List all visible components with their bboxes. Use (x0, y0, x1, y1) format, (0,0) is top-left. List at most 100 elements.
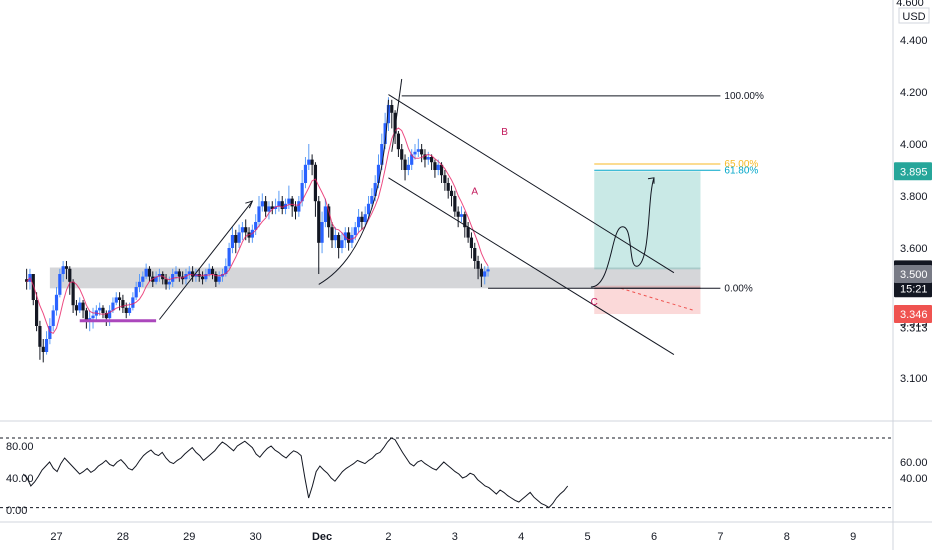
candle (390, 99, 394, 129)
candle-body (410, 154, 414, 165)
candle (313, 162, 318, 217)
fib-label: 61.80% (724, 165, 758, 176)
candle-body (473, 248, 477, 261)
candle-body (273, 206, 278, 209)
candle (51, 305, 55, 332)
wave-label: B (501, 127, 508, 138)
candle (363, 206, 367, 228)
candle (84, 307, 88, 329)
candle-body (210, 268, 215, 274)
candle (290, 196, 294, 217)
candle-body (54, 294, 59, 311)
wave-label: A (471, 187, 478, 198)
time-tick: 4 (518, 531, 524, 543)
candle-body (267, 206, 271, 212)
fibonacci-levels: 100.00% 65.00%61.80% 0.00% (401, 91, 764, 294)
candle-body (449, 190, 454, 196)
rsi-line (22, 437, 569, 509)
candle (81, 300, 85, 319)
candle (210, 266, 215, 280)
candle-body (363, 214, 367, 222)
candle-body (360, 216, 364, 222)
candle-body (290, 198, 294, 207)
candle-body (121, 300, 125, 308)
candle-body (177, 271, 181, 277)
candle-body (340, 240, 344, 248)
candle (38, 320, 42, 360)
candle (433, 159, 437, 178)
candle-body (114, 297, 118, 303)
candle-body (58, 274, 62, 295)
candle-body (463, 214, 467, 228)
candle-body (486, 269, 490, 272)
candle-body (393, 112, 397, 134)
candle (426, 151, 430, 165)
stop-zone (594, 285, 701, 315)
candle (187, 266, 191, 280)
candle (254, 214, 258, 235)
candle-body (51, 310, 55, 326)
candle (267, 201, 271, 220)
candle-body (469, 237, 474, 248)
candle (333, 227, 337, 248)
candle (217, 271, 221, 285)
candle-body (347, 232, 351, 243)
candle (297, 196, 301, 217)
candle-body (61, 266, 65, 274)
candle-body (41, 346, 45, 352)
candle-body (343, 232, 347, 241)
candle (177, 268, 181, 282)
candle (167, 276, 171, 290)
candle (121, 294, 125, 313)
candle-body (144, 268, 148, 277)
candle (396, 131, 401, 157)
time-tick: 6 (651, 531, 657, 543)
fib-label: 0.00% (724, 283, 752, 294)
candle-body (433, 162, 437, 170)
candle (416, 138, 420, 157)
price-tick: 4.600 (896, 0, 924, 9)
price-badge-label: 3.500 (900, 269, 928, 281)
candle (340, 232, 344, 254)
candle (114, 292, 118, 306)
candle-body (366, 203, 371, 215)
candle-body (313, 164, 318, 202)
candle (44, 331, 49, 355)
currency-label: USD (902, 11, 925, 23)
projection-path (590, 177, 655, 288)
candle (439, 162, 444, 183)
candle (264, 196, 268, 217)
candle-body (104, 313, 108, 319)
candle-body (111, 302, 115, 311)
candle-body (466, 227, 470, 238)
candle-body (453, 196, 457, 212)
candle (430, 154, 434, 170)
candle-body (81, 302, 85, 311)
candle-body (204, 274, 208, 280)
candle-body (78, 302, 82, 311)
candle-body (333, 235, 337, 241)
candle-body (459, 214, 464, 217)
price-tick: 3.100 (900, 373, 928, 385)
candle-body (240, 227, 244, 233)
candle (473, 242, 477, 269)
candle-body (396, 133, 401, 150)
candle-body (237, 232, 241, 243)
candle-body (191, 271, 195, 277)
candle (108, 305, 112, 326)
candle (317, 196, 321, 274)
candles (25, 97, 490, 363)
candle (134, 281, 138, 300)
candle-body (370, 196, 374, 204)
candle-body (386, 105, 391, 124)
candle (410, 149, 414, 170)
candle-body (214, 274, 218, 282)
candle-body (479, 268, 483, 277)
price-tick: 4.400 (900, 35, 928, 47)
candle (423, 149, 427, 168)
candle-body (48, 326, 52, 339)
candle (350, 227, 354, 248)
price-badge-label: 3.346 (900, 309, 928, 321)
candle-body (403, 159, 407, 170)
candle-body (167, 281, 171, 285)
